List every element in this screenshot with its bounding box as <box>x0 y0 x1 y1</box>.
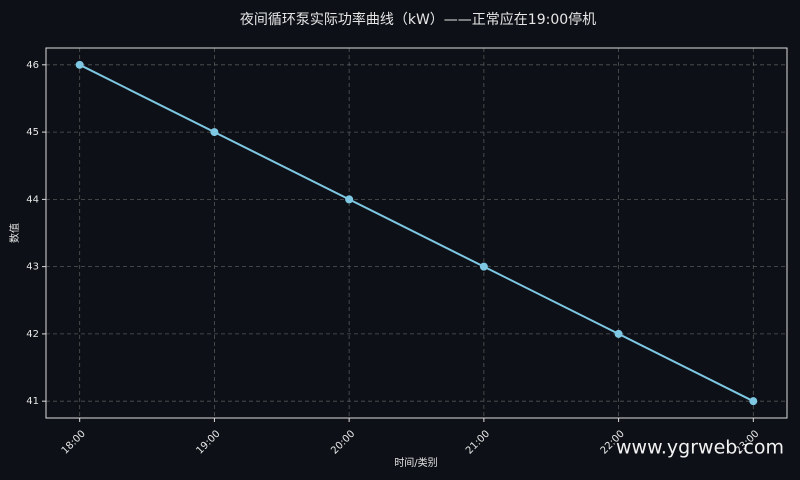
watermark: www.ygrweb.com <box>616 437 784 459</box>
y-tick-label: 41 <box>26 396 39 407</box>
point <box>479 262 488 271</box>
chart-title: 夜间循环泵实际功率曲线（kW）——正常应在19:00停机 <box>240 11 596 28</box>
plot-frame <box>45 47 788 419</box>
y-axis-label: 数值 <box>8 223 21 243</box>
y-tick-label: 43 <box>26 262 39 273</box>
y-tick-label: 42 <box>26 329 39 340</box>
point <box>75 60 84 69</box>
point <box>749 397 758 406</box>
y-tick-label: 45 <box>26 127 39 138</box>
x-axis-label: 时间/类别 <box>394 456 437 469</box>
point <box>345 195 354 204</box>
y-tick-label: 46 <box>26 60 39 71</box>
point <box>210 128 219 137</box>
line <box>79 63 754 403</box>
point <box>614 329 623 338</box>
y-tick-label: 44 <box>26 194 39 205</box>
